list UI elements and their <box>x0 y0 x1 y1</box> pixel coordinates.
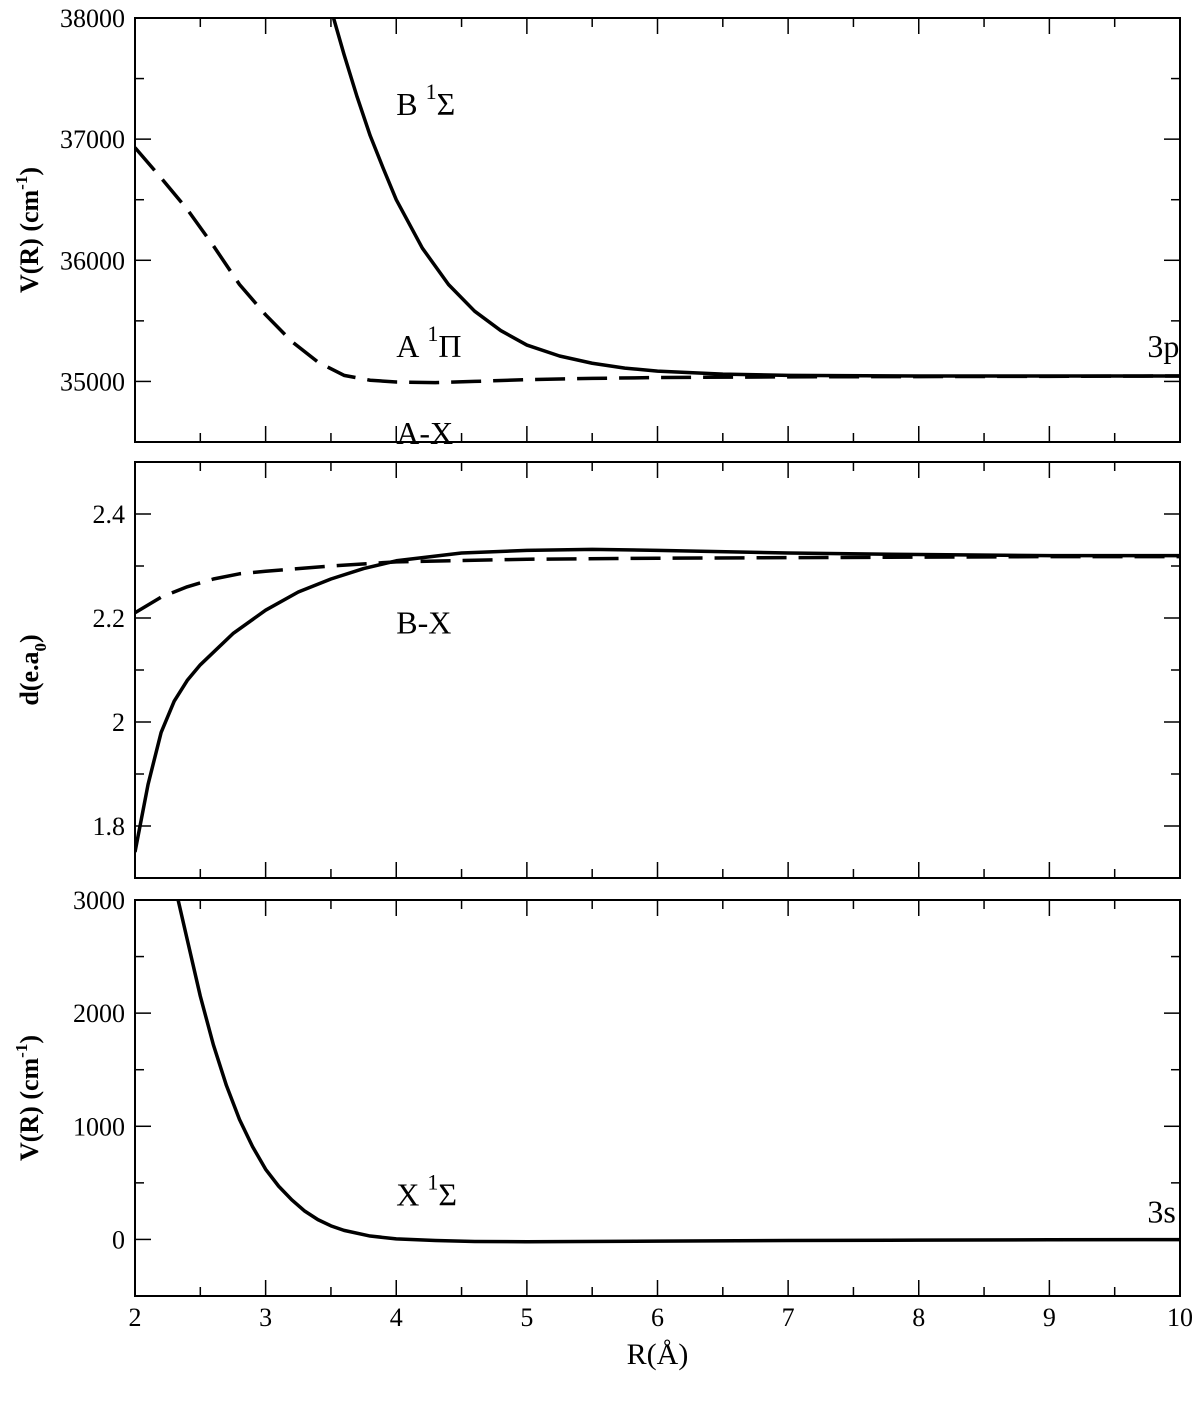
y-axis-label: V(R) (cm-1) <box>12 167 44 293</box>
annotation-symbol: Σ <box>437 86 456 122</box>
x-tick-label: 8 <box>912 1303 925 1332</box>
y-tick-label: 1000 <box>73 1112 125 1141</box>
annotation-sup: 1 <box>426 79 437 104</box>
annotation-middle-0: A-X <box>396 415 453 451</box>
x-tick-label: 10 <box>1167 1303 1193 1332</box>
y-tick-label: 35000 <box>60 367 125 396</box>
x-ticks-bottom <box>134 900 1181 1296</box>
y-axis-label: V(R) (cm-1) <box>12 1035 44 1161</box>
y-tick-label: 0 <box>112 1225 125 1254</box>
annotation-symbol: Σ <box>438 1176 457 1212</box>
annotation-top-1: A 1Π <box>396 321 461 364</box>
y-axis-label-sup: -1 <box>12 1044 31 1058</box>
x-axis-label: R(Å) <box>627 1338 689 1371</box>
y-tick-label: 2.4 <box>93 500 126 529</box>
y-ticks-middle <box>135 461 1180 879</box>
series-line-middle-b-x <box>135 547 1180 853</box>
y-axis-label-end: ) <box>15 634 44 643</box>
series-line-middle-a-x <box>135 554 1180 615</box>
annotation-sup: 1 <box>427 1169 438 1194</box>
y-tick-label: 2.2 <box>93 604 126 633</box>
y-axis-label: d(e.a0) <box>15 634 50 705</box>
y-tick-label: 1.8 <box>93 812 126 841</box>
series-line-top-dashed-1 <box>135 146 1180 385</box>
y-axis-label-sup: -1 <box>12 176 31 190</box>
annotation-main: 3p <box>1147 328 1179 364</box>
annotation-main: A <box>396 328 419 364</box>
x-tick-label: 9 <box>1043 1303 1056 1332</box>
y-axis-label-main: d(e.a <box>15 652 44 706</box>
y-tick-label: 2 <box>112 708 125 737</box>
x-ticks-top <box>134 18 1181 442</box>
annotation-top-0: B 1Σ <box>396 79 455 122</box>
y-axis-label-main: V(R) (cm <box>15 189 44 293</box>
y-axis-label-end: ) <box>15 167 44 176</box>
plot-frame-bottom <box>134 899 1181 1297</box>
x-tick-label: 7 <box>782 1303 795 1332</box>
annotation-top-2: 3p <box>1147 328 1179 364</box>
x-tick-label: 4 <box>390 1303 403 1332</box>
y-tick-label: 38000 <box>60 4 125 33</box>
annotation-main: B-X <box>396 605 451 641</box>
y-axis-label-sub: 0 <box>31 643 50 652</box>
plot-frame-top <box>134 17 1181 443</box>
y-ticks-bottom <box>135 899 1180 1297</box>
x-tick-label: 5 <box>520 1303 533 1332</box>
annotation-bottom-1: 3s <box>1147 1193 1175 1229</box>
y-axis-label-end: ) <box>15 1035 44 1044</box>
annotation-bottom-0: X 1Σ <box>396 1169 457 1212</box>
x-tick-label: 2 <box>129 1303 142 1332</box>
y-tick-label: 36000 <box>60 246 125 275</box>
panel-middle: 1.8 2 2.2 2.4 d(e.a0) A-X B-X <box>15 415 1181 879</box>
annotation-sup: 1 <box>427 321 438 346</box>
annotation-main: B <box>396 86 417 122</box>
annotation-main: X <box>396 1176 419 1212</box>
y-axis-label-main: V(R) (cm <box>15 1057 44 1161</box>
annotation-main: 3s <box>1147 1193 1175 1229</box>
x-tick-label: 3 <box>259 1303 272 1332</box>
y-tick-label: 2000 <box>73 999 125 1028</box>
y-ticks-top <box>135 17 1180 443</box>
annotation-middle-1: B-X <box>396 605 451 641</box>
panel-bottom: 0 1000 2000 3000 2 3 4 5 6 7 8 9 10 R(Å) V(R) (cm-1) X 1… <box>12 886 1193 1371</box>
y-tick-label: 3000 <box>73 886 125 915</box>
annotation-main: A-X <box>396 415 453 451</box>
y-tick-label: 37000 <box>60 125 125 154</box>
series-line-bottom-solid-0 <box>176 900 1180 1244</box>
annotation-symbol: Π <box>438 328 461 364</box>
series-line-top-solid-0 <box>331 18 1180 378</box>
x-ticks-middle <box>134 462 1181 878</box>
plot-frame-middle <box>134 461 1181 879</box>
x-tick-label: 6 <box>651 1303 664 1332</box>
